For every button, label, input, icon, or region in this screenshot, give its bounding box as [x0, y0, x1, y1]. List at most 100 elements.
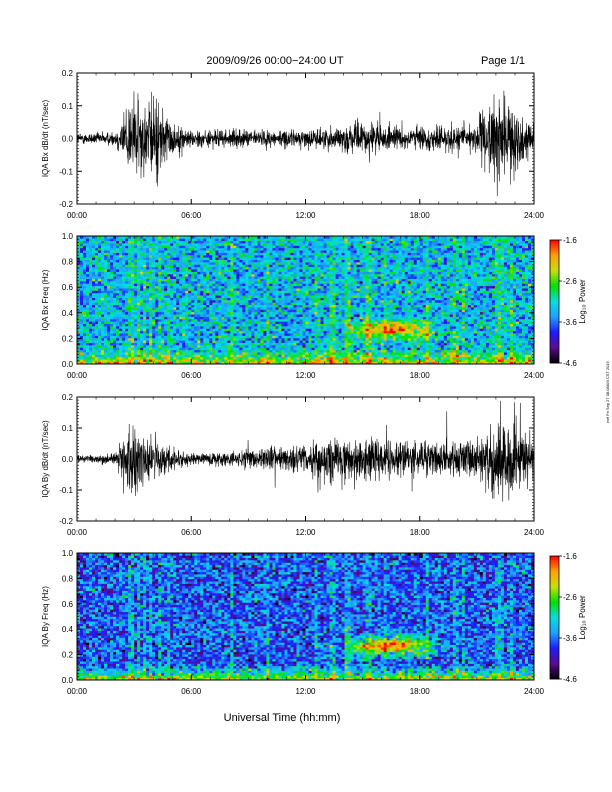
heatmap-cell — [200, 266, 204, 270]
heatmap-cell — [188, 349, 192, 353]
heatmap-cell — [194, 281, 198, 284]
heatmap-cell — [335, 359, 339, 362]
heatmap-cell — [335, 271, 339, 275]
heatmap-cell — [341, 254, 345, 258]
heatmap-cell — [218, 335, 222, 339]
heatmap-cell — [233, 240, 237, 244]
heatmap-cell — [278, 316, 282, 320]
heatmap-cell — [335, 333, 339, 336]
heatmap-cell — [227, 309, 231, 313]
heatmap-cell — [227, 352, 231, 355]
heatmap-cell — [158, 314, 162, 317]
heatmap-cell — [101, 266, 105, 270]
heatmap-cell — [152, 359, 156, 362]
heatmap-cell — [86, 285, 90, 289]
heatmap-cell — [287, 302, 291, 306]
heatmap-cell — [230, 290, 234, 294]
heatmap-cell — [302, 347, 306, 351]
heatmap-cell — [308, 276, 312, 279]
heatmap-cell — [311, 356, 315, 360]
heatmap-cell — [287, 247, 291, 251]
heatmap-cell — [116, 271, 120, 275]
heatmap-cell — [290, 247, 294, 251]
heatmap-cell — [266, 292, 270, 296]
heatmap-cell — [338, 247, 342, 251]
heatmap-cell — [119, 236, 123, 239]
heatmap-cell — [119, 250, 123, 253]
heatmap-cell — [263, 328, 267, 332]
heatmap-cell — [98, 259, 102, 263]
heatmap-cell — [266, 323, 270, 327]
heatmap-cell — [77, 281, 81, 284]
heatmap-cell — [131, 326, 135, 329]
heatmap-cell — [329, 257, 333, 260]
heatmap-cell — [260, 328, 264, 332]
heatmap-cell — [221, 347, 225, 351]
heatmap-cell — [296, 333, 300, 336]
heatmap-cell — [311, 342, 315, 346]
heatmap-cell — [164, 247, 168, 251]
heatmap-cell — [341, 318, 345, 322]
heatmap-cell — [152, 245, 156, 249]
heatmap-cell — [266, 328, 270, 332]
heatmap-cell — [125, 266, 129, 270]
heatmap-cell — [260, 304, 264, 308]
heatmap-cell — [122, 302, 126, 306]
heatmap-cell — [311, 323, 315, 327]
heatmap-cell — [122, 361, 126, 365]
heatmap-cell — [197, 240, 201, 244]
heatmap-cell — [200, 243, 204, 246]
heatmap-cell — [143, 250, 147, 253]
heatmap-cell — [98, 269, 102, 272]
heatmap-cell — [101, 281, 105, 284]
heatmap-cell — [302, 250, 306, 253]
heatmap-cell — [86, 290, 90, 294]
heatmap-cell — [335, 309, 339, 313]
heatmap-cell — [200, 359, 204, 362]
heatmap-cell — [83, 309, 87, 313]
heatmap-cell — [188, 316, 192, 320]
heatmap-cell — [254, 349, 258, 353]
heatmap-cell — [107, 259, 111, 263]
heatmap-cell — [101, 300, 105, 303]
heatmap-cell — [215, 326, 219, 329]
heatmap-cell — [224, 292, 228, 296]
heatmap-cell — [218, 333, 222, 336]
heatmap-cell — [302, 314, 306, 317]
heatmap-cell — [224, 252, 228, 256]
heatmap-cell — [269, 266, 273, 270]
heatmap-cell — [119, 359, 123, 362]
heatmap-cell — [131, 328, 135, 332]
heatmap-cell — [146, 307, 150, 310]
heatmap-cell — [128, 314, 132, 317]
heatmap-cell — [203, 288, 207, 291]
heatmap-cell — [314, 254, 318, 258]
heatmap-cell — [191, 321, 195, 324]
heatmap-cell — [278, 309, 282, 313]
heatmap-cell — [221, 340, 225, 343]
heatmap-cell — [191, 297, 195, 301]
heatmap-cell — [275, 290, 279, 294]
heatmap-cell — [287, 304, 291, 308]
heatmap-cell — [251, 345, 255, 348]
heatmap-cell — [128, 309, 132, 313]
heatmap-cell — [281, 323, 285, 327]
heatmap-cell — [278, 266, 282, 270]
heatmap-cell — [251, 281, 255, 284]
heatmap-cell — [167, 254, 171, 258]
heatmap-cell — [134, 359, 138, 362]
heatmap-cell — [293, 297, 297, 301]
heatmap-cell — [263, 257, 267, 260]
heatmap-cell — [185, 254, 189, 258]
heatmap-cell — [287, 361, 291, 365]
heatmap-cell — [158, 342, 162, 346]
heatmap-cell — [140, 297, 144, 301]
heatmap-cell — [188, 297, 192, 301]
heatmap-cell — [203, 240, 207, 244]
heatmap-cell — [260, 238, 264, 242]
heatmap-cell — [308, 337, 312, 341]
heatmap-cell — [284, 257, 288, 260]
heatmap-cell — [230, 316, 234, 320]
heatmap-cell — [284, 361, 288, 365]
heatmap-cell — [182, 349, 186, 353]
